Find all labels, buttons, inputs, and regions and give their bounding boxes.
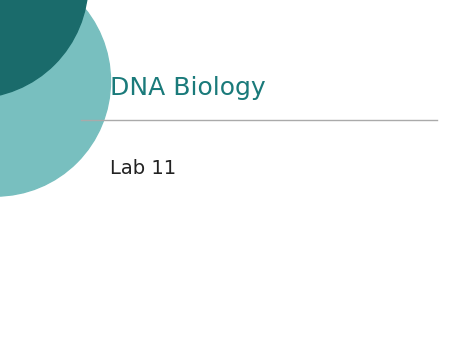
Ellipse shape [0,0,111,196]
Ellipse shape [0,0,88,98]
Text: Lab 11: Lab 11 [110,160,176,178]
Text: DNA Biology: DNA Biology [110,76,266,100]
